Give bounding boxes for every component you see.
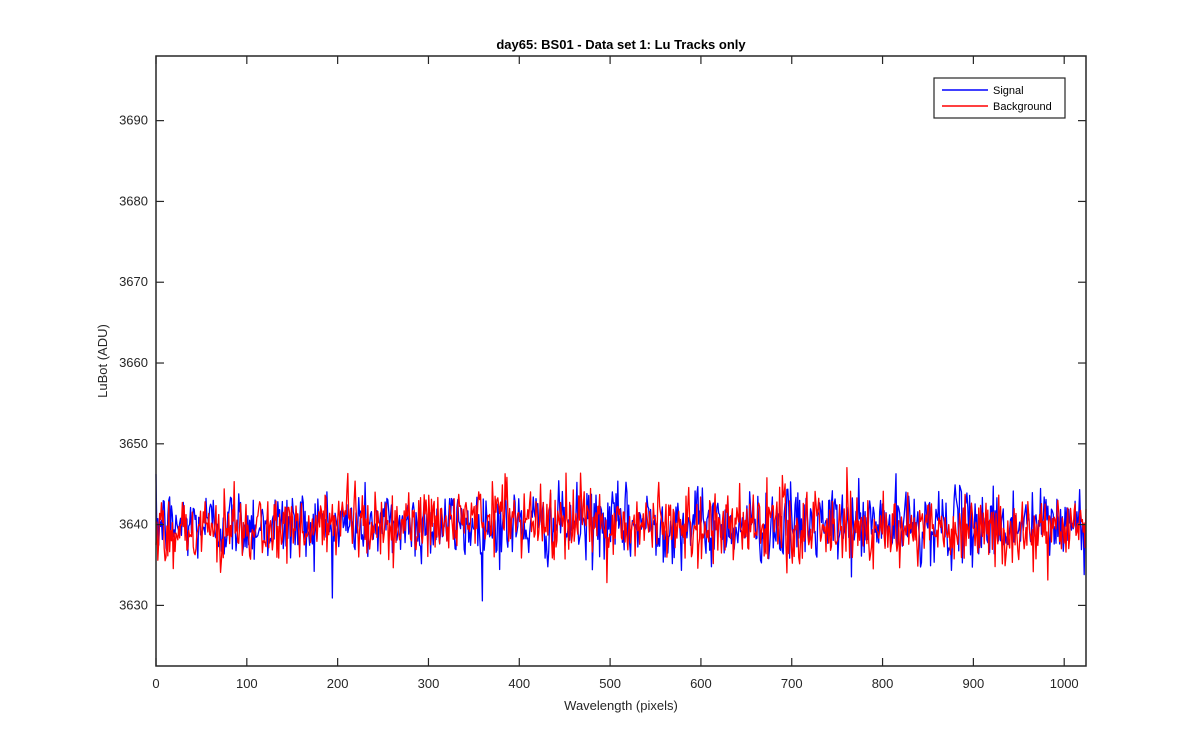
y-axis-label: LuBot (ADU) <box>95 324 110 398</box>
chart-title: day65: BS01 - Data set 1: Lu Tracks only <box>496 37 746 52</box>
y-tick-label: 3630 <box>119 597 148 612</box>
x-axis-label: Wavelength (pixels) <box>564 698 678 713</box>
series-layer <box>155 467 1087 602</box>
y-tick-label: 3690 <box>119 113 148 128</box>
x-tick-label: 900 <box>963 676 985 691</box>
x-tick-label: 500 <box>599 676 621 691</box>
y-tick-label: 3660 <box>119 355 148 370</box>
y-tick-label: 3670 <box>119 274 148 289</box>
axes-box <box>155 55 1087 667</box>
x-tick-label: 400 <box>508 676 530 691</box>
x-tick-label: 200 <box>327 676 349 691</box>
y-axis: 3630 3640 3650 3660 3670 3680 3690 <box>119 113 1086 612</box>
x-tick-label: 100 <box>236 676 258 691</box>
x-tick-label: 800 <box>872 676 894 691</box>
y-tick-label: 3640 <box>119 517 148 532</box>
x-axis: 0 100 200 300 400 500 600 700 800 900 1000 <box>152 56 1079 691</box>
legend: Signal Background <box>933 77 1066 119</box>
legend-label-background: Background <box>993 101 1052 113</box>
y-tick-label: 3650 <box>119 436 148 451</box>
x-tick-label: 300 <box>418 676 440 691</box>
series-line-background <box>155 467 1087 584</box>
x-tick-label: 700 <box>781 676 803 691</box>
legend-label-signal: Signal <box>993 85 1024 97</box>
x-tick-label: 0 <box>152 676 159 691</box>
y-tick-label: 3680 <box>119 193 148 208</box>
x-tick-label: 1000 <box>1050 676 1079 691</box>
legend-box <box>933 77 1066 119</box>
x-tick-label: 600 <box>690 676 712 691</box>
